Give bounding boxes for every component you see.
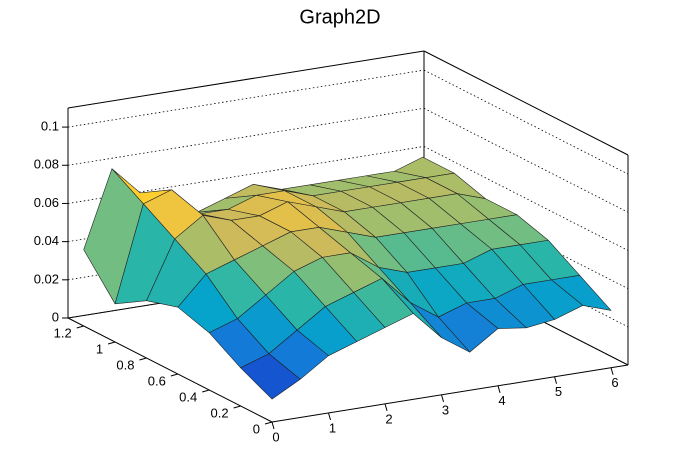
y-tick-label: 1 [96, 341, 103, 356]
tick-mark [610, 367, 614, 375]
x-tick-label: 2 [385, 411, 392, 426]
x-tick-label: 3 [442, 402, 449, 417]
y-tick-label: 0.6 [148, 373, 166, 388]
z-tick-label: 0.06 [34, 195, 59, 210]
axis-box [67, 317, 273, 423]
x-tick-label: 6 [611, 375, 618, 390]
z-tick-label: 0.02 [34, 271, 59, 286]
axis-box [67, 50, 425, 109]
z-tick-label: 0.08 [34, 157, 59, 172]
x-tick-label: 0 [272, 429, 279, 444]
tick-mark [202, 389, 210, 393]
tick-mark [554, 376, 558, 384]
tick-mark [264, 421, 273, 425]
chart-title: Graph2D [299, 6, 380, 28]
y-tick-label: 1.2 [54, 325, 72, 340]
x-tick-label: 1 [329, 420, 336, 435]
y-tick-label: 0.2 [211, 405, 229, 420]
z-tick-label: 0.1 [41, 119, 59, 134]
tick-mark [170, 373, 178, 377]
z-tick-label: 0 [52, 309, 59, 324]
tick-mark [107, 341, 116, 345]
surface-cell [240, 353, 301, 400]
tick-mark [328, 412, 331, 421]
y-tick-label: 0.4 [179, 389, 197, 404]
x-tick-label: 5 [555, 384, 562, 399]
tick-mark [271, 421, 275, 430]
tick-mark [384, 403, 388, 412]
tick-mark [139, 357, 147, 361]
axis-box [423, 50, 629, 156]
tick-mark [233, 405, 241, 409]
y-tick-label: 0.8 [116, 357, 134, 372]
z-tick-label: 0.04 [34, 233, 59, 248]
tick-mark [441, 394, 445, 402]
tick-mark [497, 385, 501, 393]
grid-line [423, 69, 629, 175]
axis-box [271, 364, 629, 423]
tick-mark [76, 325, 84, 329]
grid-line [67, 69, 425, 128]
x-tick-label: 4 [498, 393, 505, 408]
grid-line [67, 107, 425, 166]
y-tick-label: 0 [253, 421, 260, 436]
